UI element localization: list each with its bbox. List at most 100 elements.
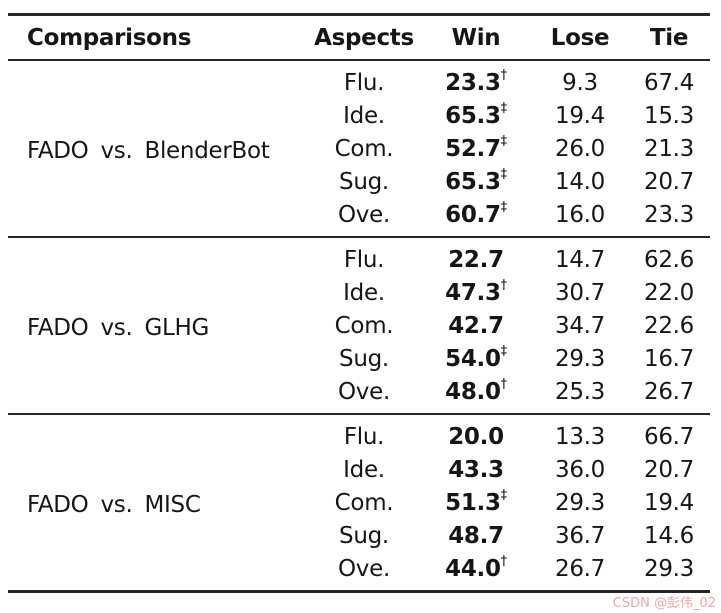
tie-cell: 29.3 — [643, 555, 694, 582]
tie-cell: 14.6 — [643, 522, 694, 549]
win-value: 52.7 — [445, 135, 501, 162]
aspect-cell: Ide. — [343, 456, 385, 483]
win-cell: 42.7 — [420, 309, 532, 342]
tie-cell: 15.3 — [643, 102, 694, 129]
table-row: Ove. 48.0† 25.3 26.7 — [8, 375, 710, 414]
table-row: Ide. 43.3 36.0 20.7 — [8, 453, 710, 486]
significance-mark: ‡ — [500, 100, 508, 116]
significance-mark: † — [500, 277, 508, 293]
win-value: 48.0 — [445, 378, 501, 405]
win-cell: 23.3† — [420, 60, 532, 99]
significance-mark: ‡ — [500, 166, 508, 182]
tie-cell: 26.7 — [643, 378, 694, 405]
tie-cell: 16.7 — [643, 345, 694, 372]
win-value: 51.3 — [445, 489, 501, 516]
table-row: Com. 51.3‡ 29.3 19.4 — [8, 486, 710, 519]
win-cell: 65.3‡ — [420, 99, 532, 132]
win-cell: 43.3 — [420, 453, 532, 486]
tie-cell: 20.7 — [643, 456, 694, 483]
win-cell: 20.0 — [420, 414, 532, 453]
lose-cell: 19.4 — [554, 102, 605, 129]
aspect-cell: Flu. — [343, 69, 385, 96]
tie-cell: 67.4 — [643, 69, 694, 96]
comparison-label: FADO vs. MISC — [27, 492, 201, 518]
table-row: FADO vs. GLHG Flu. 22.7 14.7 62.6 — [8, 237, 710, 342]
lose-cell: 36.0 — [554, 456, 605, 483]
human-evaluation-table: Comparisons Aspects Win Lose Tie FADO vs… — [8, 13, 710, 593]
table-row: FADO vs. BlenderBot Flu. 23.3† 9.3 67.4 — [8, 60, 710, 165]
win-cell: 65.3‡ — [420, 165, 532, 198]
significance-mark: ‡ — [500, 133, 508, 149]
group-misc: FADO vs. MISC Flu. 20.0 13.3 66.7 Ide. 4… — [8, 414, 710, 592]
win-value: 20.0 — [448, 423, 504, 450]
lose-cell: 26.7 — [554, 555, 605, 582]
tie-cell: 19.4 — [643, 489, 694, 516]
tie-cell: 21.3 — [643, 135, 694, 162]
win-cell: 48.7 — [420, 519, 532, 552]
significance-mark: † — [500, 553, 508, 569]
watermark: CSDN @彭伟_02 — [612, 596, 716, 611]
header-win: Win — [420, 14, 532, 61]
win-cell: 44.0† — [420, 552, 532, 592]
aspect-cell: Flu. — [343, 423, 385, 450]
significance-mark: † — [500, 376, 508, 392]
comparison-label: FADO vs. GLHG — [27, 315, 210, 341]
lose-cell: 16.0 — [554, 201, 605, 228]
win-value: 42.7 — [448, 312, 504, 339]
win-value: 44.0 — [445, 555, 501, 582]
table-row: Sug. 48.7 36.7 14.6 — [8, 519, 710, 552]
header-row: Comparisons Aspects Win Lose Tie — [8, 14, 710, 61]
win-value: 47.3 — [445, 279, 501, 306]
aspect-cell: Ide. — [343, 102, 385, 129]
header-tie: Tie — [628, 14, 710, 61]
header-aspects: Aspects — [308, 14, 420, 61]
results-table-wrap: Comparisons Aspects Win Lose Tie FADO vs… — [8, 13, 710, 593]
header-comparisons: Comparisons — [8, 14, 308, 61]
lose-cell: 9.3 — [562, 69, 598, 96]
aspect-cell: Sug. — [339, 345, 389, 372]
aspect-cell: Com. — [334, 135, 394, 162]
significance-mark: † — [500, 67, 508, 83]
group-blenderbot: FADO vs. BlenderBot Flu. 23.3† 9.3 67.4 … — [8, 60, 710, 237]
tie-cell: 20.7 — [643, 168, 694, 195]
significance-mark: ‡ — [500, 343, 508, 359]
comparison-label: FADO vs. BlenderBot — [27, 138, 270, 164]
significance-mark: ‡ — [500, 487, 508, 503]
tie-cell: 22.0 — [643, 279, 694, 306]
win-value: 65.3 — [445, 168, 501, 195]
win-value: 22.7 — [448, 246, 504, 273]
table-row: Ove. 44.0† 26.7 29.3 — [8, 552, 710, 592]
lose-cell: 14.0 — [554, 168, 605, 195]
header-lose: Lose — [532, 14, 628, 61]
win-cell: 22.7 — [420, 237, 532, 276]
lose-cell: 25.3 — [554, 378, 605, 405]
aspect-cell: Com. — [334, 489, 394, 516]
win-cell: 52.7‡ — [420, 132, 532, 165]
aspect-cell: Ide. — [343, 279, 385, 306]
table-row: Sug. 54.0‡ 29.3 16.7 — [8, 342, 710, 375]
table-header: Comparisons Aspects Win Lose Tie — [8, 14, 710, 61]
lose-cell: 13.3 — [554, 423, 605, 450]
table-row: Com. 42.7 34.7 22.6 — [8, 309, 710, 342]
lose-cell: 30.7 — [554, 279, 605, 306]
win-cell: 47.3† — [420, 276, 532, 309]
aspect-cell: Flu. — [343, 246, 385, 273]
win-value: 65.3 — [445, 102, 501, 129]
win-cell: 48.0† — [420, 375, 532, 414]
tie-cell: 22.6 — [643, 312, 694, 339]
table-row: FADO vs. MISC Flu. 20.0 13.3 66.7 — [8, 414, 710, 519]
tie-cell: 23.3 — [643, 201, 694, 228]
table-row: Sug. 65.3‡ 14.0 20.7 — [8, 165, 710, 198]
lose-cell: 36.7 — [554, 522, 605, 549]
tie-cell: 66.7 — [643, 423, 694, 450]
lose-cell: 29.3 — [554, 345, 605, 372]
aspect-cell: Ove. — [338, 378, 390, 405]
win-cell: 60.7‡ — [420, 198, 532, 237]
table-row: Ide. 47.3† 30.7 22.0 — [8, 276, 710, 309]
aspect-cell: Sug. — [339, 522, 389, 549]
aspect-cell: Ove. — [338, 201, 390, 228]
win-value: 23.3 — [445, 69, 501, 96]
lose-cell: 34.7 — [554, 312, 605, 339]
tie-cell: 62.6 — [643, 246, 694, 273]
win-cell: 51.3‡ — [420, 486, 532, 519]
